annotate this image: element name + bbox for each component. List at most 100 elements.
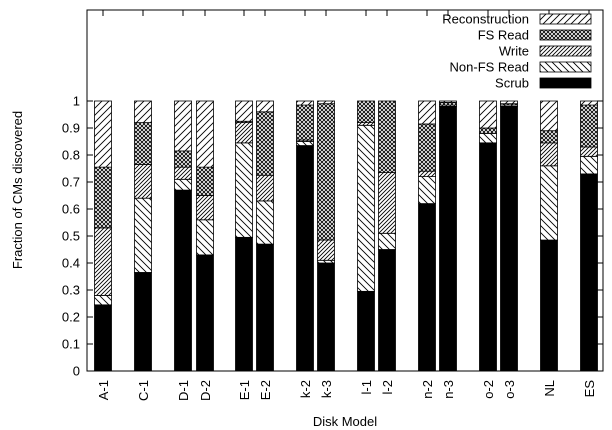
y-tick-label: 0.7: [62, 175, 80, 190]
bar-l-2-write: [378, 172, 396, 234]
bar-k-3-reconstruction: [317, 100, 335, 105]
bar-o-3-scrub: [500, 106, 518, 372]
bar-n-3-reconstruction: [439, 100, 457, 103]
bar-l-1-fs-read: [357, 100, 375, 124]
y-tick-label: 0.3: [62, 283, 80, 298]
bar-d-1-non-fs-read: [174, 178, 192, 191]
legend-label-fs-read: FS Read: [478, 28, 529, 43]
bar-a-1-scrub: [94, 304, 112, 372]
bar-e-1-scrub: [235, 236, 253, 372]
bar-o-3-reconstruction: [500, 100, 518, 105]
bar-a-1-fs-read: [94, 166, 112, 229]
y-tick-label: 0.9: [62, 121, 80, 136]
bar-k-2-fs-read: [296, 104, 314, 141]
y-tick-label: 0: [73, 364, 80, 379]
x-tick-label: A-1: [96, 380, 111, 400]
y-tick-label: 0.4: [62, 256, 80, 271]
y-axis: 0 0.1 0.2 0.3 0.4 0.5 0.6 0.7 0.8 0.9 1: [62, 94, 603, 379]
x-tick-label: k-3: [319, 380, 334, 398]
bar-l-2-non-fs-read: [378, 232, 396, 250]
bar-e-2-write: [256, 174, 274, 202]
y-tick-label: 0.2: [62, 310, 80, 325]
bar-e-1-write: [235, 122, 253, 144]
bar-o-2-reconstruction: [479, 100, 497, 129]
bar-e-1-non-fs-read: [235, 142, 253, 238]
bar-es-scrub: [580, 173, 598, 372]
x-tick-label: o-2: [481, 380, 496, 399]
bar-k-3-scrub: [317, 262, 335, 372]
x-tick-label: D-1: [176, 380, 191, 401]
bar-e-2-fs-read: [256, 111, 274, 176]
bar-c-1-reconstruction: [134, 100, 152, 124]
legend-label-reconstruction: Reconstruction: [442, 12, 529, 27]
x-tick-label: n-2: [420, 380, 435, 399]
bar-nl-reconstruction: [540, 100, 558, 132]
y-tick-label: 1: [73, 94, 80, 109]
bar-es-reconstruction: [580, 100, 598, 106]
bar-o-2-non-fs-read: [479, 132, 497, 144]
legend-swatch-fs-read: [539, 29, 592, 41]
bar-c-1-fs-read: [134, 122, 152, 165]
bar-n-2-write: [418, 170, 436, 177]
legend-swatch-reconstruction: [539, 13, 592, 25]
bar-e-2-reconstruction: [256, 100, 274, 113]
legend-label-write: Write: [499, 44, 529, 59]
bar-es-fs-read: [580, 104, 598, 148]
bar-k-3-fs-read: [317, 103, 335, 241]
x-tick-label: D-2: [198, 380, 213, 401]
bar-o-2-fs-read: [479, 127, 497, 134]
legend-swatch-write: [539, 45, 592, 57]
x-axis: A-1 C-1 D-1 D-2 E-1 E-2 k-2 k-3 l-1 l-2 n-2 n-3 o-2 o…: [96, 10, 597, 401]
x-tick-label: E-1: [237, 380, 252, 400]
x-tick-label: C-1: [136, 380, 151, 401]
bar-k-3-non-fs-read: [317, 259, 335, 264]
bar-c-1-scrub: [134, 272, 152, 372]
bar-d-1-reconstruction: [174, 100, 192, 152]
x-tick-label: NL: [542, 380, 557, 397]
bar-a-1-write: [94, 227, 112, 296]
plot-frame: [86, 9, 604, 372]
bar-d-2-reconstruction: [196, 100, 214, 168]
bar-k-2-non-fs-read: [296, 141, 314, 146]
bar-d-1-write: [174, 166, 192, 180]
legend-label-non-fs-read: Non-FS Read: [450, 60, 529, 75]
bar-o-2-scrub: [479, 142, 497, 372]
bar-d-1-scrub: [174, 189, 192, 372]
bar-e-2-scrub: [256, 243, 274, 372]
x-tick-label: k-2: [298, 380, 313, 398]
bar-nl-non-fs-read: [540, 165, 558, 241]
bar-nl-write: [540, 142, 558, 167]
bar-es-write: [580, 146, 598, 157]
bar-k-2-scrub: [296, 145, 314, 372]
bar-e-1-reconstruction: [235, 100, 253, 122]
bar-l-1-scrub: [357, 290, 375, 372]
bar-c-1-non-fs-read: [134, 197, 152, 273]
bar-d-2-write: [196, 195, 214, 221]
bar-n-2-reconstruction: [418, 100, 436, 125]
bar-n-3-fs-read: [439, 101, 457, 106]
legend-label-scrub: Scrub: [495, 76, 529, 91]
bar-es-non-fs-read: [580, 155, 598, 175]
bar-e-2-non-fs-read: [256, 200, 274, 245]
x-tick-label: n-3: [441, 380, 456, 399]
y-tick-label: 0.6: [62, 202, 80, 217]
bar-n-2-non-fs-read: [418, 176, 436, 205]
legend-swatch-non-fs-read: [539, 61, 592, 73]
x-tick-label: E-2: [258, 380, 273, 400]
bar-nl-scrub: [540, 239, 558, 372]
bars-layer: [94, 100, 598, 372]
y-axis-label: Fraction of CMs discovered: [10, 111, 25, 269]
bar-d-2-fs-read: [196, 166, 214, 196]
bar-l-2-fs-read: [378, 100, 396, 173]
bar-l-2-scrub: [378, 249, 396, 372]
x-axis-label: Disk Model: [313, 414, 377, 429]
bar-k-3-write: [317, 239, 335, 261]
bar-nl-fs-read: [540, 130, 558, 144]
bar-d-1-fs-read: [174, 150, 192, 168]
bar-d-2-scrub: [196, 254, 214, 372]
bar-k-2-reconstruction: [296, 100, 314, 106]
bar-n-3-scrub: [439, 106, 457, 372]
legend-swatch-scrub: [539, 77, 592, 89]
